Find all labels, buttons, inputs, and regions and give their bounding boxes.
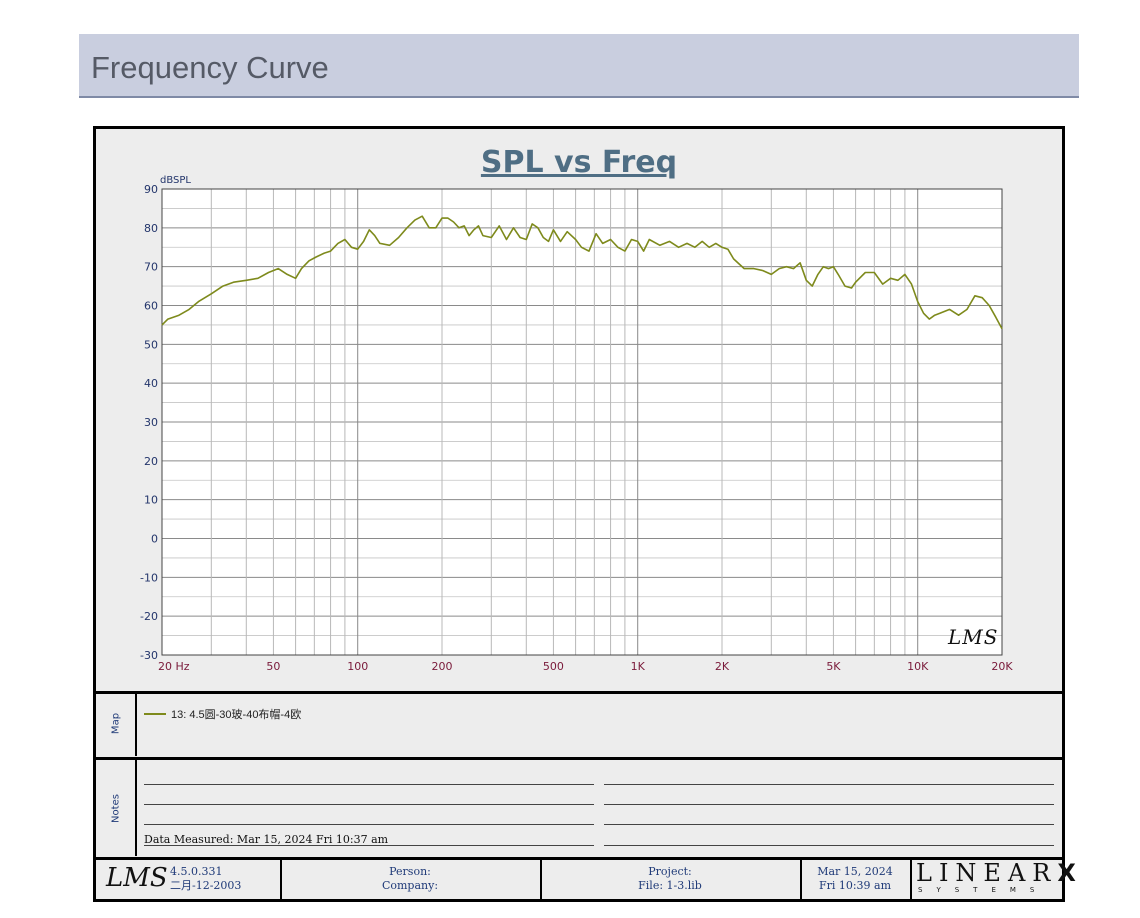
linearx-brand: LINEAR [916,859,1058,887]
lms-report-frame: SPL vs Freq dBSPL 90 80 70 60 50 40 30 20 10 0 -10… [93,126,1076,902]
linearx-logo: LINEARX [916,859,1076,887]
person-label: Person: [389,865,431,878]
x-tick-label: 100 [347,660,368,673]
version-date: 二月-12-2003 [170,879,242,892]
y-tick-label: -20 [140,610,158,623]
note-line [144,804,594,805]
file-label: File: 1-3.lib [638,879,702,892]
plot-border [161,188,1003,656]
y-tick-label: 60 [144,300,158,313]
y-tick-label: 50 [144,338,158,351]
map-section-label: Map [110,712,122,735]
linearx-x: X [1057,859,1076,887]
x-tick-label: 1K [631,660,646,673]
print-date-cell: Mar 15, 2024 Fri 10:39 am [800,865,910,893]
y-tick-label: -10 [140,571,158,584]
y-tick-label: 0 [151,533,158,546]
footer-top-divider [96,857,1062,860]
legend-entry: 13: 4.5圆-30玻-40布帽-4欧 [144,706,301,722]
footer-divider [910,860,912,902]
version-info: 4.5.0.331 二月-12-2003 [170,865,241,893]
x-tick-label: 200 [432,660,453,673]
y-tick-label: -30 [140,649,158,662]
notes-top-divider [96,757,1062,760]
footer-divider [540,860,542,902]
x-tick-label: 5K [826,660,841,673]
notes-section-label: Notes [110,794,122,823]
page-header: Frequency Curve [79,34,1079,98]
project-cell: Project: File: 1-3.lib [540,865,800,893]
linearx-systems: SYSTEMS [918,886,1049,894]
data-measured-text: Data Measured: Mar 15, 2024 Fri 10:37 am [144,833,389,846]
y-tick-label: 30 [144,416,158,429]
y-tick-label: 10 [144,494,158,507]
note-line [144,845,594,846]
legend-entry-label: 13: 4.5圆-30玻-40布帽-4欧 [171,709,302,721]
notes-side-divider [135,760,137,856]
note-line [604,804,1054,805]
version-number: 4.5.0.331 [170,865,223,878]
y-tick-label: 80 [144,222,158,235]
company-label: Company: [381,879,439,892]
lms-logo: LMS [106,863,168,893]
footer-divider [280,860,282,902]
x-tick-label: 500 [543,660,564,673]
note-line [144,784,594,785]
lms-watermark: LMS [948,625,999,649]
note-line [604,784,1054,785]
person-company-cell: Person: Company: [280,865,540,893]
print-time: Fri 10:39 am [818,879,892,892]
map-side-divider [135,694,137,756]
x-tick-label: 50 [266,660,280,673]
note-line [604,845,1054,846]
legend-swatch [144,713,166,715]
y-tick-label: 40 [144,377,158,390]
map-top-divider [96,691,1062,694]
x-tick-label: 20K [991,660,1013,673]
chart-title: SPL vs Freq [480,145,678,180]
page-title: Frequency Curve [91,50,329,85]
note-line [604,824,1054,825]
y-tick-label: 70 [144,261,158,274]
y-tick-label: 90 [144,183,158,196]
spl-series-line [161,215,1003,330]
x-tick-label: 10K [907,660,929,673]
x-tick-label: 20 Hz [158,660,190,673]
note-line [144,824,594,825]
x-tick-label: 2K [715,660,730,673]
print-date: Mar 15, 2024 [817,865,893,878]
project-label: Project: [648,865,692,878]
footer-divider [800,860,802,902]
y-tick-label: 20 [144,455,158,468]
y-axis-unit: dBSPL [160,175,191,186]
